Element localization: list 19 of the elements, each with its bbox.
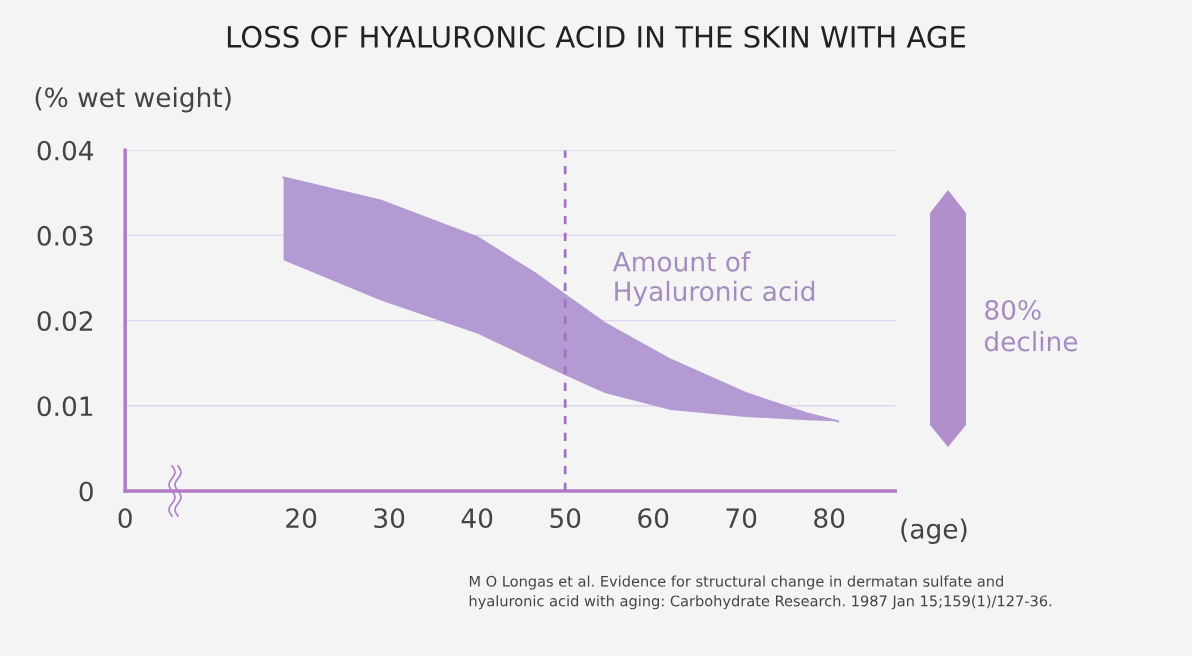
x-tick-label: 0 [118,508,132,529]
x-tick-label: 20 [286,508,317,529]
y-tick-label: 0.01 [37,396,93,417]
y-tick-label: 0.02 [37,311,92,332]
x-axis-title: (age) [901,518,967,544]
y-tick-label: 0 [79,481,93,502]
x-tick-label: 50 [550,508,581,529]
x-tick-label: 30 [374,508,405,529]
x-tick-label: 60 [638,508,669,529]
annotation: Amount of Hyaluronic acid [612,251,815,307]
text: 80% decline [984,299,1078,352]
x-tick-label: 80 [814,508,845,529]
x-tick-label: 70 [726,508,757,529]
text: M O Longas et al. Evidence for structural change in dermatan sulfate and hyaluronic acid with aging: Carbohydrate Research. 1987 Jan 15;159(1)/127-36. [469,575,1052,610]
x-tick-label: 40 [461,508,493,529]
y-axis-title: (% wet weight) [35,86,231,113]
y-tick-label: 0.03 [37,225,93,246]
chart-title: LOSS OF HYALURONIC ACID IN THE SKIN WITH AGE [227,25,966,48]
y-tick-label: 0.04 [37,140,94,161]
